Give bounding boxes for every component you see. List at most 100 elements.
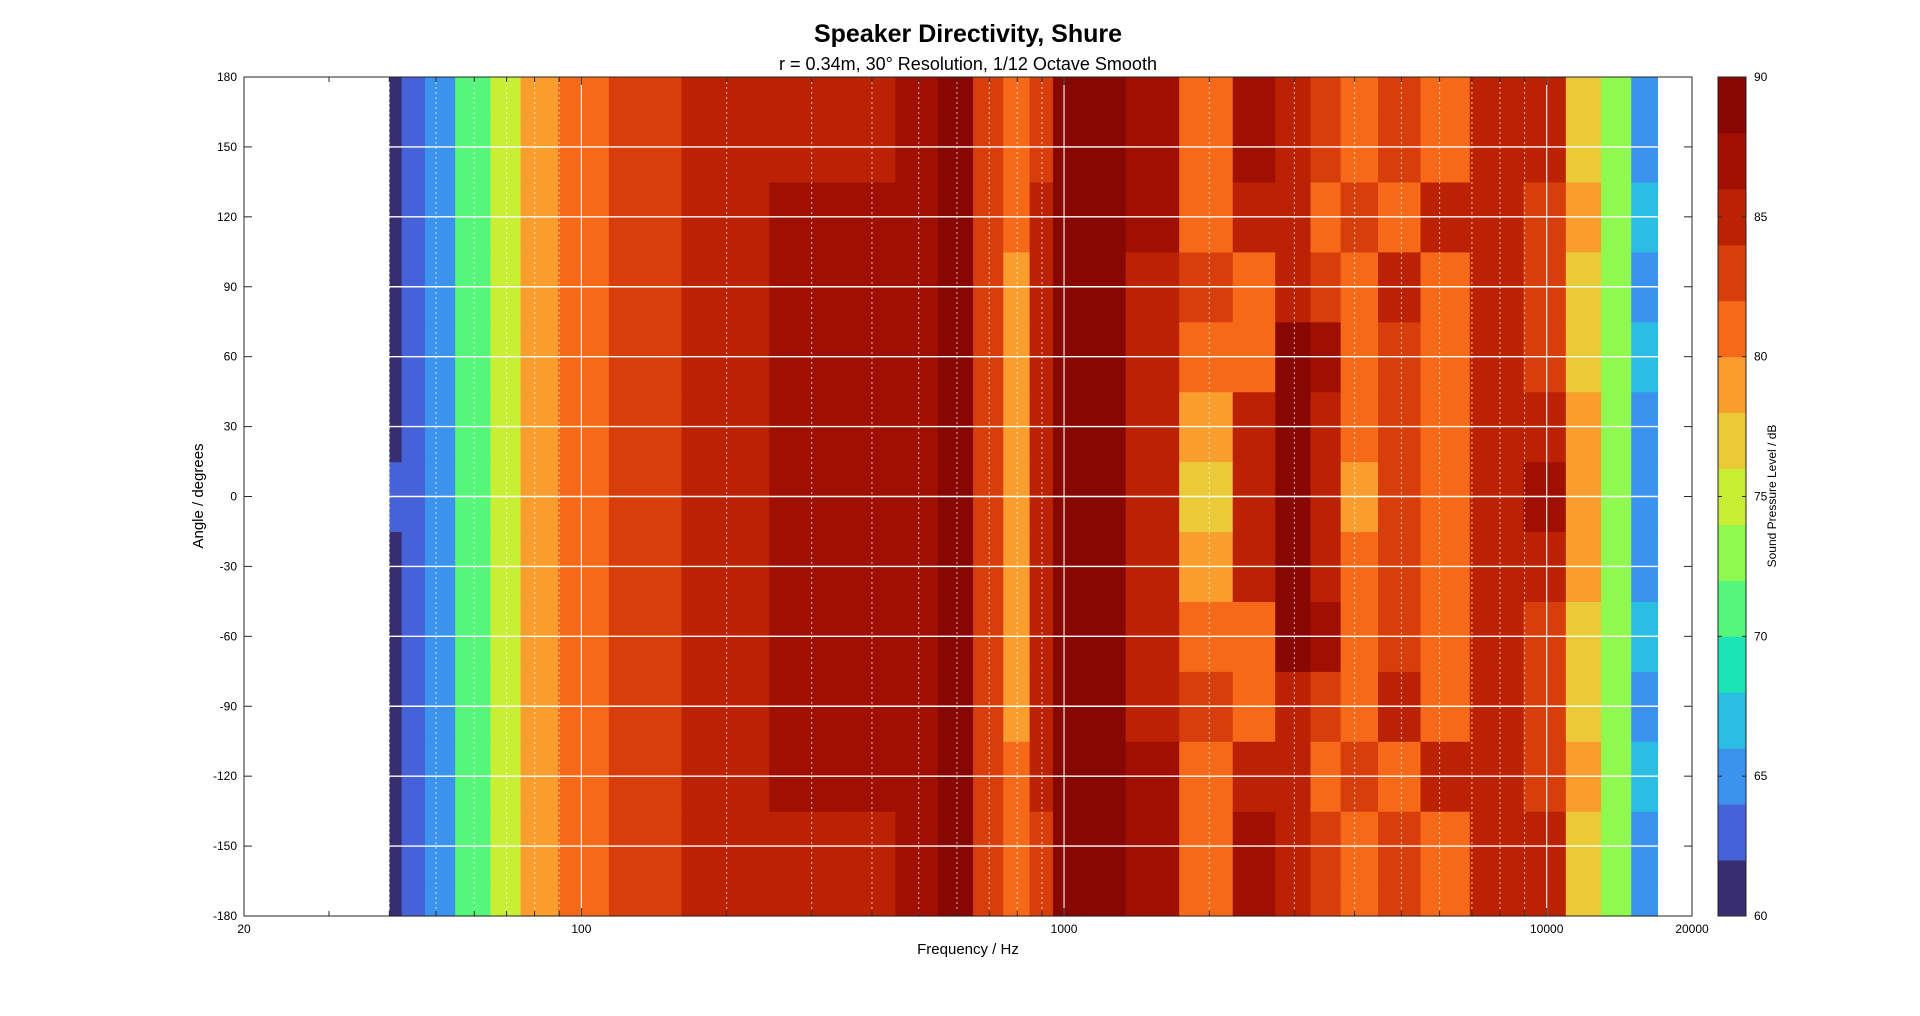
heat-cell (1232, 77, 1276, 113)
colorbar-band (1718, 636, 1746, 693)
y-tick-label: 60 (224, 350, 238, 364)
y-tick-label: -90 (220, 699, 238, 713)
colorbar-band (1718, 188, 1746, 246)
heat-cell (1565, 881, 1602, 917)
y-tick-label: -120 (213, 769, 237, 783)
heat-cell (490, 77, 522, 113)
heat-cell (1523, 881, 1567, 917)
colorbar-ticks: 90 85 80 75 70 65 60 (1718, 70, 1768, 923)
heat-cell (1003, 77, 1031, 113)
y-tick-label: 90 (224, 280, 238, 294)
x-axis-ticks: 20 100 1000 10000 20000 (237, 77, 1709, 936)
chart-title: Speaker Directivity, Shure (814, 20, 1122, 48)
colorbar-tick-label: 60 (1754, 909, 1768, 923)
heat-cell (1523, 77, 1567, 113)
y-tick-label: 0 (230, 490, 237, 504)
heat-cell (1420, 77, 1471, 113)
heat-cell (1340, 77, 1379, 113)
heat-cell (1052, 881, 1084, 917)
heat-cell (1631, 881, 1659, 917)
y-tick-label: 120 (217, 210, 237, 224)
heat-cell (841, 881, 896, 917)
y-tick-label: 150 (217, 140, 237, 154)
heat-cell (769, 881, 843, 917)
x-tick-label: 20000 (1675, 922, 1709, 936)
heat-cell (1601, 77, 1632, 113)
heat-cell (841, 77, 896, 113)
heat-cell (681, 77, 770, 113)
colorbar-tick-label: 80 (1754, 350, 1768, 364)
heat-cell (973, 77, 1004, 113)
colorbar-band (1718, 748, 1746, 805)
heat-cell (1029, 77, 1054, 113)
colorbar-band (1718, 692, 1746, 749)
heat-cell (1052, 77, 1084, 113)
heat-cell (557, 881, 610, 917)
heat-cell (1275, 881, 1312, 917)
heat-cell (1340, 881, 1379, 917)
x-tick-label: 10000 (1530, 922, 1564, 936)
y-tick-label: -60 (220, 629, 238, 643)
heat-cell (1469, 881, 1524, 917)
heat-cell (1631, 77, 1659, 113)
colorbar-band (1718, 244, 1746, 302)
heat-cell (1310, 881, 1342, 917)
y-axis-ticks: 180 150 120 90 60 30 0 -30 -60 -90 -120 -150 -180 (213, 70, 1692, 923)
colorbar-band (1718, 804, 1746, 861)
heat-cell (401, 77, 426, 113)
heat-cell (1275, 77, 1312, 113)
colorbar-tick-label: 75 (1754, 490, 1768, 504)
heat-cell (490, 881, 522, 917)
heat-cell (557, 77, 610, 113)
heat-cell (769, 77, 843, 113)
heat-cell (401, 881, 426, 917)
colorbar-band (1718, 300, 1746, 358)
heat-cell (1232, 881, 1276, 917)
colorbar-band (1718, 524, 1746, 581)
heat-cell (455, 881, 492, 917)
x-tick-label: 100 (571, 922, 591, 936)
gridlines (244, 77, 1692, 916)
heat-cell (1083, 881, 1127, 917)
y-tick-label: 30 (224, 420, 238, 434)
plot-area (243, 76, 1693, 917)
heat-cell (455, 77, 492, 113)
heat-cell (1601, 881, 1632, 917)
x-axis-label: Frequency / Hz (917, 941, 1019, 958)
heat-cell (520, 77, 559, 113)
colorbar-band (1718, 412, 1746, 470)
heat-cell (1565, 77, 1602, 113)
heat-cell (389, 881, 403, 917)
colorbar-tick-label: 90 (1754, 70, 1768, 84)
heat-cell (1469, 77, 1524, 113)
heat-cell (1179, 881, 1234, 917)
heat-cell (1420, 881, 1471, 917)
heat-cell (681, 881, 770, 917)
y-tick-label: -150 (213, 839, 237, 853)
colorbar-band (1718, 580, 1746, 637)
heat-cell (425, 77, 456, 113)
y-tick-label: -180 (213, 909, 237, 923)
heat-cell (895, 881, 939, 917)
colorbar-band (1718, 132, 1746, 190)
heat-cell (425, 881, 456, 917)
colorbar-band (1718, 468, 1746, 525)
colorbar-tick-label: 70 (1754, 629, 1768, 643)
colorbar-band (1718, 77, 1746, 134)
heat-cell (937, 881, 974, 917)
x-tick-label: 20 (237, 922, 251, 936)
heat-cell (895, 77, 939, 113)
y-tick-label: 180 (217, 70, 237, 84)
heat-cell (1083, 77, 1127, 113)
heat-cell (608, 77, 683, 113)
heat-cell (973, 881, 1004, 917)
heat-cell (1003, 881, 1031, 917)
colorbar-band (1718, 356, 1746, 414)
heat-cell (389, 77, 403, 113)
y-tick-label: -30 (220, 559, 238, 573)
colorbar-tick-label: 85 (1754, 210, 1768, 224)
heat-cell (1378, 77, 1422, 113)
heat-cell (1125, 77, 1180, 113)
heat-cell (937, 77, 974, 113)
